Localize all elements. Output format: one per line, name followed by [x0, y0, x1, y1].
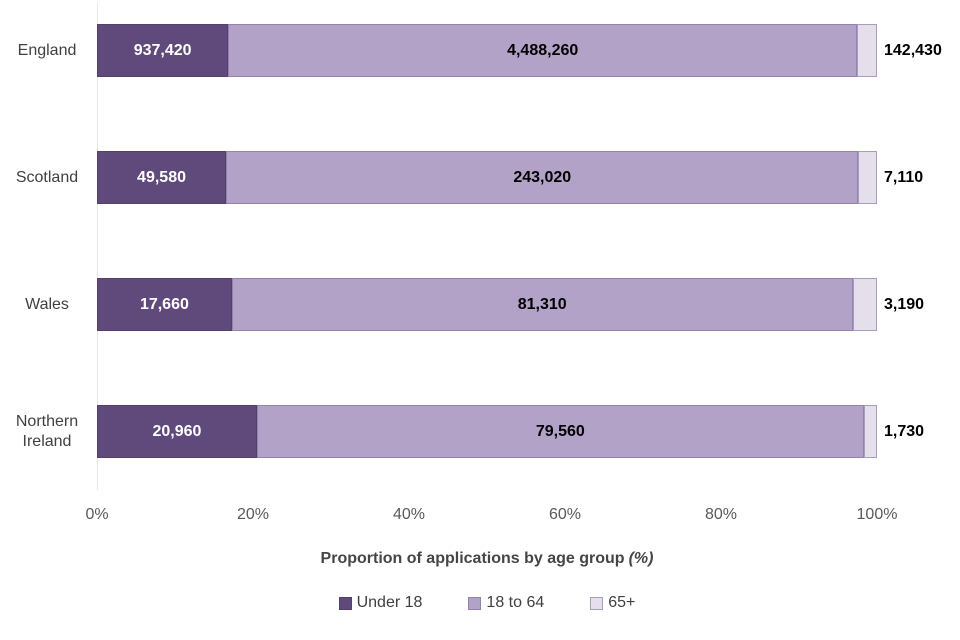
value-label-18-to-64: 243,020 [513, 168, 572, 186]
bar-row-scotland: Scotland 7,110 49,580 243,020 [0, 151, 960, 204]
category-label-england: England [17, 41, 77, 59]
value-label-under-18: 20,960 [152, 422, 202, 440]
legend-item-under-18: Under 18 [338, 594, 423, 612]
legend-item-18-to-64: 18 to 64 [468, 594, 544, 612]
bar-row-wales: Wales 3,190 17,660 81,310 [0, 278, 960, 331]
category-label-scotland: Scotland [15, 168, 79, 186]
bar-segment-65plus [858, 151, 877, 204]
value-label-18-to-64: 81,310 [517, 295, 567, 313]
bar-track: 937,420 4,488,260 [97, 24, 877, 77]
value-label-65plus: 3,190 [884, 295, 925, 313]
bar-segment-18-to-64: 79,560 [256, 405, 864, 458]
y-axis-line [97, 2, 98, 490]
value-label-65plus: 7,110 [884, 168, 924, 186]
bar-track: 49,580 243,020 [97, 151, 877, 204]
bar-segment-under-18: 49,580 [97, 151, 227, 204]
x-axis-tick: 80% [704, 506, 738, 523]
bar-segment-65plus [852, 278, 877, 331]
value-label-under-18: 49,580 [137, 168, 186, 186]
bar-segment-65plus [863, 405, 877, 458]
bar-segment-under-18: 17,660 [97, 278, 232, 331]
bar-segment-18-to-64: 81,310 [231, 278, 853, 331]
legend-label: Under 18 [356, 594, 423, 611]
x-axis-tick: 40% [392, 506, 426, 523]
legend-swatch-under-18 [338, 596, 352, 610]
x-axis-tick: 60% [548, 506, 582, 523]
bar-segment-under-18: 20,960 [97, 405, 257, 458]
value-label-under-18: 937,420 [133, 41, 192, 59]
x-axis-title-suffix: (%) [628, 550, 654, 567]
value-label-65plus: 1,730 [884, 422, 925, 440]
legend-swatch-18-to-64 [468, 596, 482, 610]
value-label-18-to-64: 79,560 [535, 422, 585, 440]
bar-segment-under-18: 937,420 [97, 24, 229, 77]
legend-label: 18 to 64 [486, 594, 545, 611]
bar-segment-18-to-64: 243,020 [226, 151, 859, 204]
bar-row-northern-ireland: Northern Ireland 1,730 20,960 79,560 [0, 405, 960, 458]
bar-track: 17,660 81,310 [97, 278, 877, 331]
x-axis-tick: 20% [236, 506, 270, 523]
category-label-northern-ireland: Northern Ireland [15, 412, 79, 450]
value-label-18-to-64: 4,488,260 [507, 41, 579, 59]
x-axis-title: Proportion of applications by age group(… [97, 550, 877, 568]
x-axis-title-text: Proportion of applications by age group [320, 550, 625, 567]
value-label-under-18: 17,660 [139, 295, 189, 313]
bar-segment-65plus [857, 24, 877, 77]
x-axis-tick: 0% [85, 506, 109, 523]
bar-track: 20,960 79,560 [97, 405, 877, 458]
legend-label: 65+ [608, 594, 636, 611]
legend: Under 18 18 to 64 65+ [97, 594, 877, 612]
bar-row-england: England 142,430 937,420 4,488,260 [0, 24, 960, 77]
legend-item-65plus: 65+ [590, 594, 635, 612]
category-label-wales: Wales [25, 295, 69, 313]
legend-swatch-65plus [590, 596, 604, 610]
value-label-65plus: 142,430 [884, 41, 942, 59]
x-axis-tick: 100% [856, 506, 898, 523]
bar-segment-18-to-64: 4,488,260 [228, 24, 858, 77]
